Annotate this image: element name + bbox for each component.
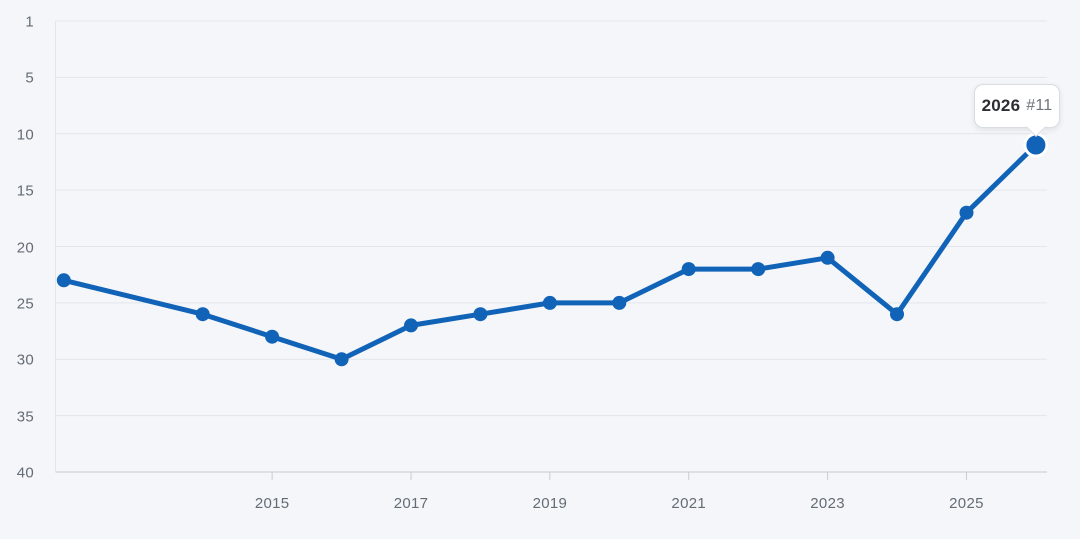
tooltip-year: 2026 bbox=[981, 96, 1021, 115]
data-point[interactable] bbox=[820, 250, 835, 265]
x-axis-label: 2017 bbox=[393, 495, 429, 512]
data-point[interactable] bbox=[265, 329, 280, 344]
data-point[interactable] bbox=[473, 307, 488, 322]
y-axis-label: 25 bbox=[16, 295, 34, 313]
point-tooltip: 2026 #11 bbox=[974, 84, 1060, 137]
data-point[interactable] bbox=[404, 318, 418, 333]
series-line bbox=[61, 142, 1039, 362]
y-axis-label: 5 bbox=[25, 69, 34, 87]
y-axis-label: 20 bbox=[16, 239, 34, 256]
data-point[interactable] bbox=[890, 307, 904, 322]
y-axis-label: 35 bbox=[16, 408, 34, 426]
y-axis-label: 30 bbox=[16, 351, 34, 369]
data-point[interactable] bbox=[195, 307, 210, 322]
y-axis-label: 10 bbox=[16, 126, 34, 144]
x-axis-label: 2023 bbox=[810, 495, 845, 512]
x-axis-label: 2025 bbox=[949, 495, 984, 512]
y-axis-label: 15 bbox=[16, 182, 34, 200]
data-point[interactable] bbox=[751, 262, 766, 277]
tooltip-rank: #11 bbox=[1026, 97, 1053, 114]
x-axis-label: 2021 bbox=[671, 495, 707, 512]
data-point[interactable] bbox=[612, 295, 627, 310]
y-axis-label: 1 bbox=[25, 13, 34, 31]
data-point[interactable] bbox=[681, 262, 696, 277]
x-axis-label: 2015 bbox=[254, 495, 290, 512]
data-point[interactable] bbox=[542, 295, 557, 310]
data-point-highlighted[interactable] bbox=[1023, 132, 1049, 158]
y-axis-label: 40 bbox=[16, 464, 34, 482]
data-point[interactable] bbox=[56, 273, 71, 288]
data-point[interactable] bbox=[959, 205, 974, 220]
x-axis-label: 2019 bbox=[532, 495, 568, 512]
data-point[interactable] bbox=[334, 352, 349, 367]
